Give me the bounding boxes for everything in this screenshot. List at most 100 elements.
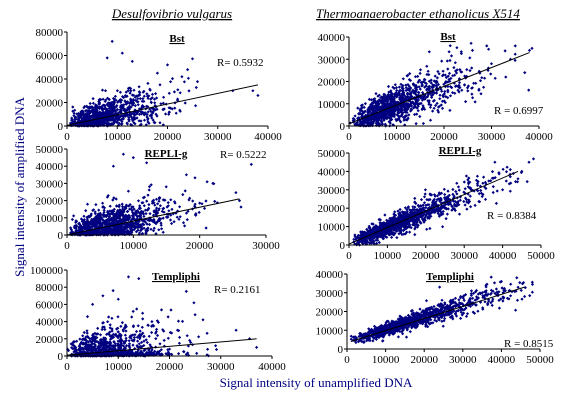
data-point [357,112,361,116]
data-point [115,108,120,112]
data-point [374,103,378,107]
data-point [376,106,380,110]
data-point [434,103,438,108]
data-point [387,116,391,120]
data-point [120,321,124,325]
data-point [154,92,158,96]
data-point [395,100,399,104]
data-point [503,49,507,53]
data-point [407,99,411,103]
data-point [123,94,127,98]
data-point [372,98,376,102]
panel-title: REPLI-g [439,145,482,157]
data-point [127,118,131,122]
data-point [101,97,105,101]
data-point [374,92,378,96]
r-value-label: R= 0.5222 [220,149,267,161]
data-point [145,199,149,203]
data-point [479,188,483,193]
data-point [109,118,113,122]
data-point [107,111,111,115]
data-point [106,96,110,100]
data-point [131,99,135,103]
data-point [410,94,414,99]
data-point [379,116,383,120]
data-point [411,89,415,93]
data-point [113,98,117,103]
data-point [409,100,413,104]
data-point [378,122,382,127]
data-point [170,207,174,211]
data-point [122,108,126,113]
data-point [369,98,373,102]
data-point [159,102,163,106]
data-point [448,108,452,112]
data-point [397,116,401,120]
data-point [149,109,153,114]
data-point [457,81,462,85]
data-point [83,104,87,109]
data-point [370,111,375,115]
data-point [446,67,450,71]
data-point [184,173,188,177]
data-point [470,66,474,70]
data-point [395,113,399,117]
data-point [440,106,445,110]
data-point [380,122,385,126]
y-tick-label: 60000 [36,51,64,63]
data-point [371,101,375,105]
data-point [98,333,103,337]
data-point [454,69,458,73]
data-point [411,106,416,110]
data-point [382,96,386,100]
data-point [489,72,493,76]
data-point [406,83,410,87]
data-point [112,101,116,105]
data-point [127,113,132,117]
y-tick-label: 40000 [318,166,346,178]
data-point [460,88,464,92]
data-point [132,101,136,105]
data-point [102,208,106,212]
data-point [180,75,184,79]
data-point [143,208,148,212]
data-point [362,105,366,109]
data-point [104,118,108,122]
data-point [393,99,397,103]
data-point [100,112,104,116]
data-point [95,108,99,112]
data-point [399,120,403,124]
data-point [456,185,461,189]
data-point [479,92,483,96]
data-point [119,108,123,112]
data-point [117,205,121,209]
data-point [185,218,189,222]
data-point [195,80,200,84]
data-point [197,210,201,214]
data-point [431,109,435,113]
data-point [169,198,173,202]
data-point [487,179,491,183]
data-point [91,97,95,101]
data-point [150,92,155,96]
data-point [400,103,404,107]
data-point [446,84,450,89]
data-point [376,104,380,108]
x-tick-label: 50000 [527,250,555,262]
data-point [91,108,95,112]
data-point [142,204,146,208]
data-point [423,81,427,85]
data-point [116,330,120,334]
data-point [402,115,406,120]
data-point [131,343,135,347]
x-tick-label: 40000 [489,250,517,262]
data-point [366,117,370,121]
data-point [419,198,424,202]
y-tick-label: 20000 [318,77,346,89]
data-point [403,94,407,98]
data-point [70,217,74,222]
data-point [175,215,179,219]
data-point [121,115,125,119]
data-point [360,115,364,119]
data-point [106,320,110,324]
